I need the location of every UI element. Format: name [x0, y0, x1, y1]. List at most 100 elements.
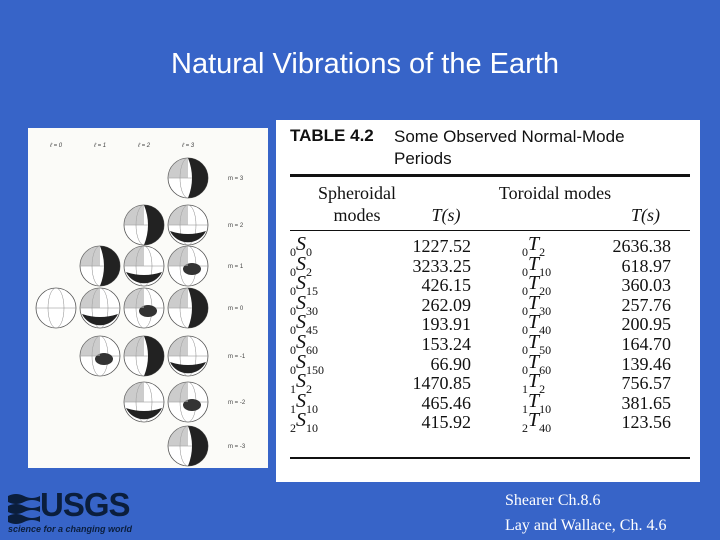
mode: 2T40: [522, 409, 552, 436]
node-patch: [100, 246, 120, 286]
period: 123.56: [621, 412, 672, 433]
mode: 1S10: [290, 389, 318, 416]
mode: 0S45: [290, 311, 318, 338]
node-patch: [170, 231, 206, 243]
mode: 0S15: [290, 272, 318, 298]
slide-title: Natural Vibrations of the Earth: [171, 48, 559, 80]
period: 257.76: [621, 294, 672, 315]
mode-degree: 2: [539, 245, 546, 259]
m-label: m = -2: [228, 400, 246, 406]
period: 2636.38: [612, 236, 672, 256]
mode: 0T60: [522, 351, 551, 377]
mode: 1T10: [522, 389, 551, 416]
shade: [124, 336, 144, 356]
node-patch: [188, 288, 208, 328]
mode-type: T: [528, 291, 540, 314]
mode-degree: 40: [539, 323, 552, 338]
mode-order: 0: [522, 245, 528, 259]
mode-type: S: [296, 272, 306, 295]
m-label: m = 2: [228, 223, 244, 229]
mode-type: S: [296, 389, 306, 412]
node-patch: [188, 426, 208, 466]
mode-degree: 0: [306, 245, 312, 259]
shade: [80, 288, 100, 308]
mode-order: 0: [290, 245, 296, 259]
node-patch: [188, 158, 208, 198]
mode-type: S: [296, 370, 306, 393]
mode: 0S30: [290, 292, 318, 318]
shade: [80, 336, 100, 356]
period: 139.46: [621, 353, 672, 374]
shade: [124, 246, 144, 266]
mode-type: T: [528, 389, 540, 412]
mode-type: T: [528, 409, 540, 432]
mode-degree: 2: [306, 382, 312, 397]
mode-degree: 30: [306, 303, 318, 318]
mode-degree: 150: [306, 362, 324, 377]
period: 164.70: [621, 334, 672, 354]
period: 1227.52: [412, 236, 472, 256]
mode-order: 0: [290, 264, 296, 279]
mode-type: S: [296, 252, 306, 275]
mode-order: 2: [290, 421, 296, 436]
mode-type: T: [528, 311, 540, 334]
mode: 0T50: [522, 331, 551, 357]
period: 756.57: [621, 373, 672, 394]
mode-type: S: [296, 350, 306, 373]
period: 262.09: [421, 294, 472, 315]
mode-order: 0: [522, 343, 528, 357]
node-patch: [82, 314, 118, 326]
mode-type: T: [528, 233, 540, 255]
mode-degree: 30: [539, 303, 552, 318]
rule: [290, 174, 690, 177]
mode-degree: 10: [539, 264, 552, 279]
period: 3233.25: [412, 255, 472, 276]
mode-order: 0: [522, 362, 528, 377]
period: 153.24: [421, 334, 472, 354]
period: 381.65: [621, 392, 672, 413]
mode: 0S0: [290, 233, 312, 259]
mode: 0S60: [290, 331, 318, 357]
m-label: m = -3: [228, 444, 246, 450]
mode-order: 1: [290, 382, 296, 397]
period: 193.91: [421, 314, 472, 335]
period: 415.92: [421, 412, 472, 433]
mode-order: 0: [522, 264, 528, 279]
mode: 0T2: [522, 233, 546, 259]
logo-text: USGS: [40, 486, 131, 523]
harmonics-figure: ℓ = 0 ℓ = 1 ℓ = 2 ℓ = 3 m = 3 m = 2 m = 1 m = 0…: [28, 128, 268, 468]
shade: [168, 426, 188, 446]
shade: [124, 288, 144, 308]
m-label: m = 1: [228, 264, 244, 270]
mode-degree: 60: [306, 343, 318, 357]
node-patch: [126, 408, 162, 420]
mode-degree: 40: [539, 421, 552, 436]
mode-order: 1: [290, 401, 296, 416]
rule: [290, 457, 690, 459]
logo-tagline: science for a changing world: [8, 524, 133, 534]
l-label: ℓ = 2: [137, 142, 151, 149]
shade: [124, 205, 144, 225]
period: 360.03: [621, 275, 672, 296]
mode-degree: 45: [306, 323, 318, 338]
mode: 0T30: [522, 291, 552, 318]
table-caption: Some Observed Normal-Mode Periods: [394, 127, 625, 168]
period: 66.90: [430, 353, 472, 374]
node-patch: [144, 336, 164, 376]
mode-order: 0: [290, 343, 296, 357]
mode-order: 1: [522, 382, 528, 397]
reference: Lay and Wallace, Ch. 4.6: [505, 517, 667, 534]
mode-type: S: [296, 311, 306, 334]
mode-type: T: [528, 252, 540, 275]
shade: [80, 246, 100, 266]
period: 618.97: [621, 255, 672, 276]
reference: Shearer Ch.8.6: [505, 492, 601, 509]
harmonics-drawing: ℓ = 0 ℓ = 1 ℓ = 2 ℓ = 3 m = 3 m = 2 m = 1 m = 0…: [35, 142, 246, 467]
mode-order: 0: [290, 303, 296, 318]
node-patch: [126, 272, 162, 284]
mode-order: 0: [290, 362, 296, 377]
mode: 0S2: [290, 252, 312, 279]
mode-order: 2: [522, 421, 528, 436]
mode: 0S150: [290, 350, 324, 377]
